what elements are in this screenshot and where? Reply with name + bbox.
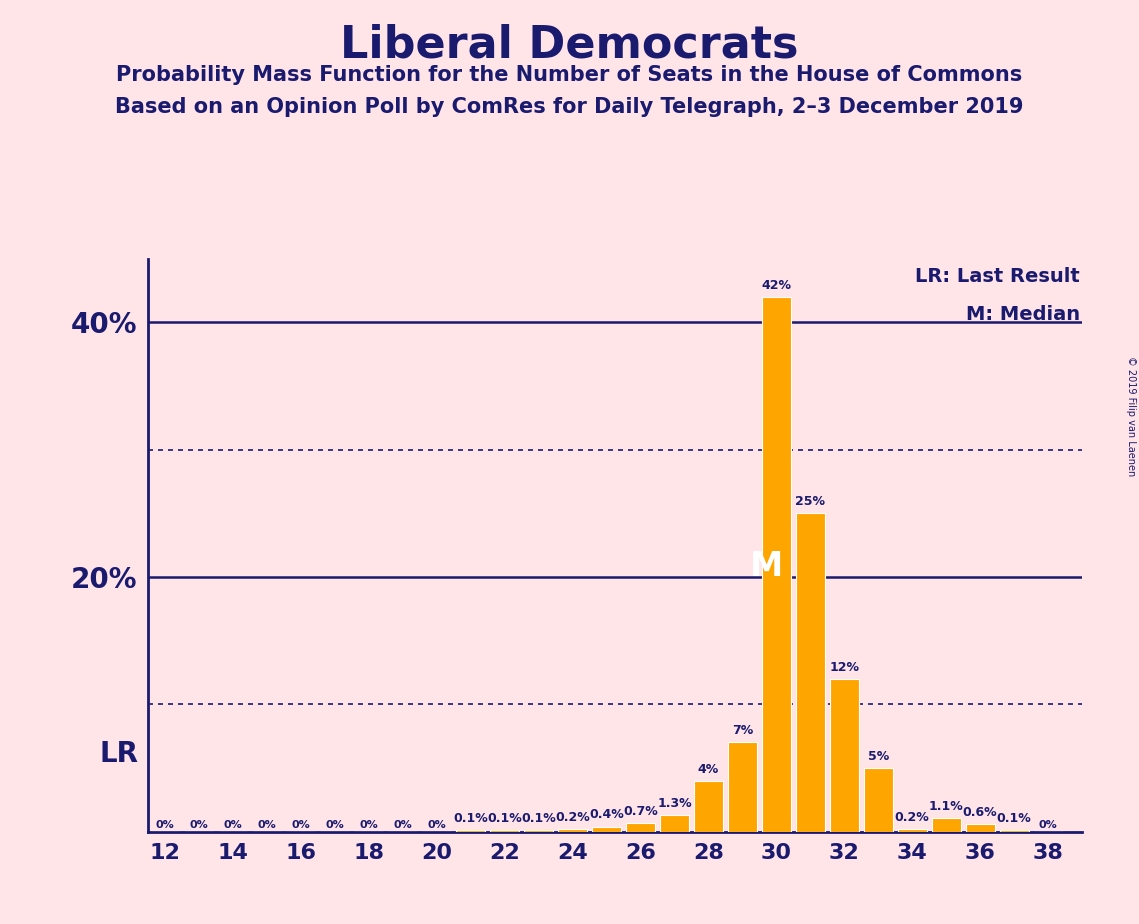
Text: Based on an Opinion Poll by ComRes for Daily Telegraph, 2–3 December 2019: Based on an Opinion Poll by ComRes for D… — [115, 97, 1024, 117]
Text: 0%: 0% — [257, 820, 277, 830]
Text: 4%: 4% — [698, 762, 719, 775]
Text: 0.1%: 0.1% — [997, 812, 1032, 825]
Text: 0%: 0% — [360, 820, 378, 830]
Text: 0.2%: 0.2% — [555, 811, 590, 824]
Bar — [863, 768, 893, 832]
Text: 1.1%: 1.1% — [928, 799, 964, 812]
Bar — [457, 831, 485, 832]
Bar — [592, 826, 621, 832]
Text: 42%: 42% — [761, 279, 792, 292]
Bar — [932, 818, 960, 832]
Bar — [830, 679, 859, 832]
Bar — [1000, 831, 1029, 832]
Text: 5%: 5% — [868, 750, 888, 763]
Text: 0.7%: 0.7% — [623, 805, 658, 818]
Bar — [762, 297, 790, 832]
Text: 0.4%: 0.4% — [589, 808, 624, 821]
Bar — [898, 829, 927, 832]
Bar — [490, 831, 519, 832]
Text: 25%: 25% — [795, 495, 826, 508]
Text: 12%: 12% — [829, 661, 859, 674]
Text: © 2019 Filip van Laenen: © 2019 Filip van Laenen — [1126, 356, 1136, 476]
Text: M: Median: M: Median — [966, 305, 1080, 323]
Text: Probability Mass Function for the Number of Seats in the House of Commons: Probability Mass Function for the Number… — [116, 65, 1023, 85]
Bar — [524, 831, 554, 832]
Text: 0%: 0% — [427, 820, 446, 830]
Text: Liberal Democrats: Liberal Democrats — [341, 23, 798, 67]
Bar — [626, 822, 655, 832]
Text: 7%: 7% — [731, 724, 753, 737]
Bar — [558, 829, 587, 832]
Bar — [661, 815, 689, 832]
Text: LR: LR — [100, 740, 139, 768]
Text: 0%: 0% — [189, 820, 208, 830]
Text: 0.2%: 0.2% — [895, 811, 929, 824]
Text: 0%: 0% — [326, 820, 344, 830]
Text: M: M — [749, 551, 782, 583]
Text: 0%: 0% — [393, 820, 412, 830]
Text: 0%: 0% — [1039, 820, 1057, 830]
Bar — [728, 743, 756, 832]
Text: LR: Last Result: LR: Last Result — [916, 267, 1080, 286]
Text: 0.1%: 0.1% — [487, 812, 522, 825]
Text: 0.6%: 0.6% — [962, 806, 998, 819]
Text: 0%: 0% — [292, 820, 310, 830]
Bar — [796, 514, 825, 832]
Bar — [966, 824, 994, 832]
Text: 0.1%: 0.1% — [453, 812, 489, 825]
Bar — [694, 781, 723, 832]
Text: 0%: 0% — [223, 820, 243, 830]
Text: 0.1%: 0.1% — [522, 812, 556, 825]
Text: 1.3%: 1.3% — [657, 797, 691, 810]
Text: 0%: 0% — [156, 820, 174, 830]
